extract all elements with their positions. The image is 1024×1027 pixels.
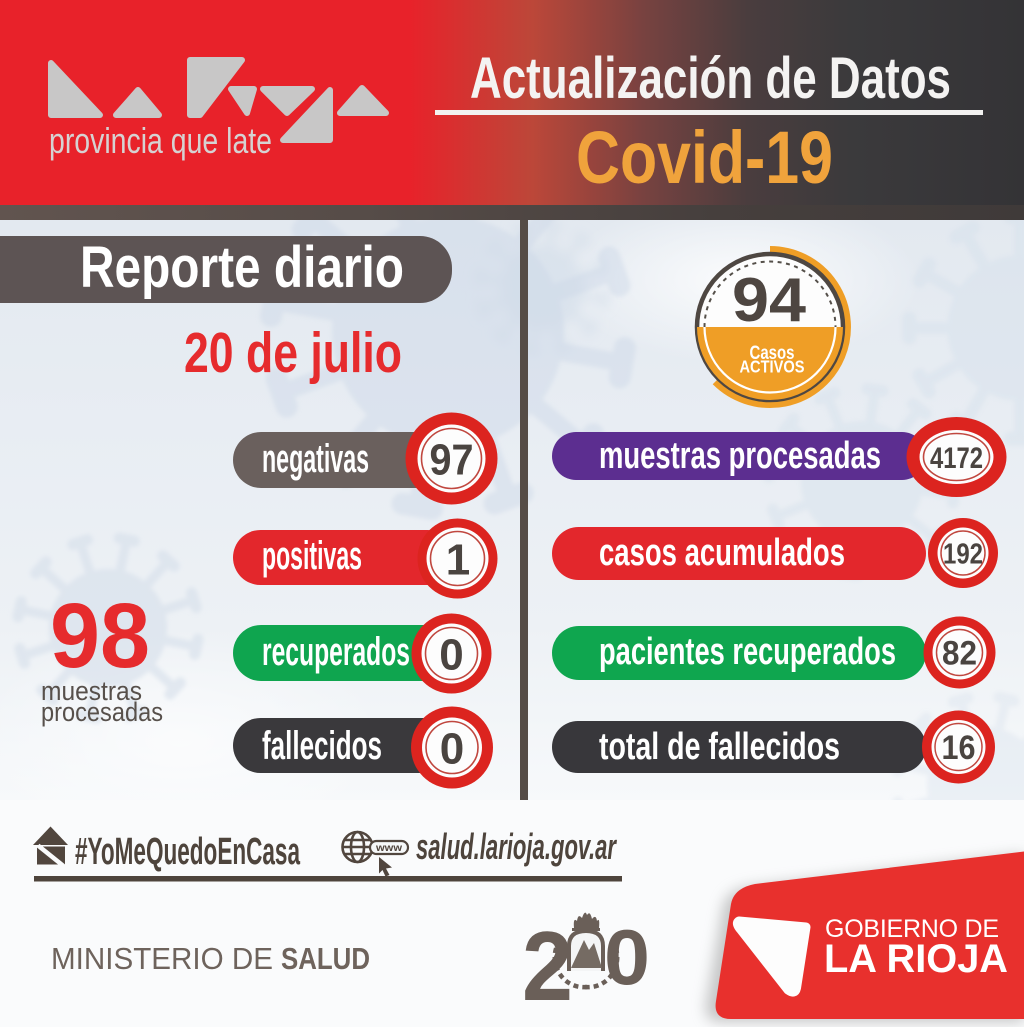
svg-text:16: 16 — [942, 729, 976, 767]
svg-text:1: 1 — [446, 536, 470, 585]
svg-text:Reporte diario: Reporte diario — [80, 235, 404, 300]
svg-text:MINISTERIO DE: MINISTERIO DE — [51, 941, 273, 976]
svg-text:4172: 4172 — [930, 442, 983, 475]
svg-text:pacientes recuperados: pacientes recuperados — [599, 631, 896, 673]
svg-text:negativas: negativas — [262, 437, 369, 481]
svg-text:Casos: Casos — [750, 343, 795, 364]
svg-text:SALUD: SALUD — [281, 941, 370, 976]
svg-text:casos acumulados: casos acumulados — [599, 532, 845, 574]
svg-text:muestras procesadas: muestras procesadas — [599, 435, 881, 477]
svg-text:salud.larioja.gov.ar: salud.larioja.gov.ar — [416, 826, 617, 867]
svg-text:0: 0 — [440, 725, 464, 774]
svg-text:2: 2 — [522, 911, 573, 1021]
svg-text:Actualización de Datos: Actualización de Datos — [470, 46, 951, 111]
svg-text:#YoMeQuedoEnCasa: #YoMeQuedoEnCasa — [75, 831, 301, 873]
svg-text:ACTIVOS: ACTIVOS — [740, 357, 805, 377]
svg-text:LA RIOJA: LA RIOJA — [824, 937, 1008, 981]
svg-text:94: 94 — [732, 266, 807, 335]
svg-text:98: 98 — [50, 585, 150, 687]
svg-text:GOBIERNO DE: GOBIERNO DE — [825, 915, 999, 943]
svg-text:positivas: positivas — [262, 534, 362, 578]
svg-text:0: 0 — [604, 913, 650, 1001]
svg-text:www: www — [375, 843, 402, 854]
svg-text:192: 192 — [943, 539, 983, 571]
svg-text:recuperados: recuperados — [262, 630, 410, 674]
svg-text:fallecidos: fallecidos — [262, 724, 382, 768]
svg-text:20 de julio: 20 de julio — [184, 321, 402, 385]
svg-text:Covid-19: Covid-19 — [576, 116, 833, 199]
svg-text:muestras: muestras — [41, 676, 142, 706]
svg-text:provincia que late: provincia que late — [49, 120, 272, 161]
svg-text:procesadas: procesadas — [41, 697, 163, 727]
svg-text:0: 0 — [439, 631, 463, 680]
svg-text:97: 97 — [430, 436, 474, 485]
svg-text:total de fallecidos: total de fallecidos — [599, 726, 840, 768]
svg-text:82: 82 — [942, 635, 977, 673]
